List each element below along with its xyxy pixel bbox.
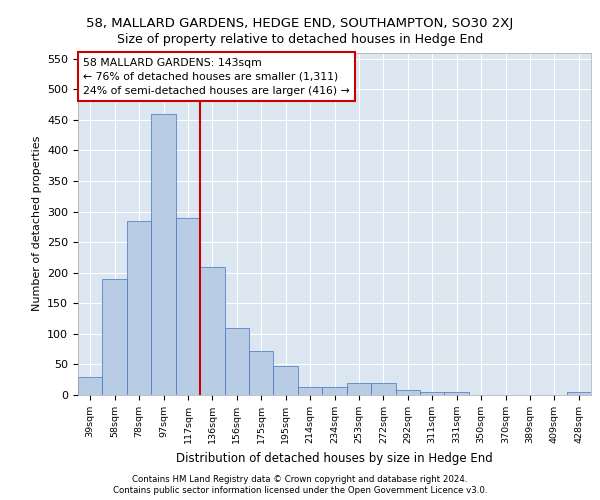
- Bar: [445, 392, 469, 395]
- Bar: [249, 351, 274, 395]
- Bar: [151, 114, 176, 395]
- Text: 58 MALLARD GARDENS: 143sqm
← 76% of detached houses are smaller (1,311)
24% of s: 58 MALLARD GARDENS: 143sqm ← 76% of deta…: [83, 58, 350, 96]
- Bar: [371, 383, 395, 395]
- Bar: [298, 387, 322, 395]
- Bar: [395, 390, 420, 395]
- Bar: [78, 376, 103, 395]
- Bar: [566, 392, 591, 395]
- Text: Contains HM Land Registry data © Crown copyright and database right 2024.: Contains HM Land Registry data © Crown c…: [132, 475, 468, 484]
- Text: Contains public sector information licensed under the Open Government Licence v3: Contains public sector information licen…: [113, 486, 487, 495]
- Bar: [420, 392, 445, 395]
- Text: 58, MALLARD GARDENS, HEDGE END, SOUTHAMPTON, SO30 2XJ: 58, MALLARD GARDENS, HEDGE END, SOUTHAMP…: [86, 18, 514, 30]
- Bar: [224, 328, 249, 395]
- Y-axis label: Number of detached properties: Number of detached properties: [32, 136, 41, 312]
- Bar: [347, 383, 371, 395]
- Bar: [176, 218, 200, 395]
- Bar: [274, 366, 298, 395]
- Bar: [200, 266, 224, 395]
- Bar: [127, 220, 151, 395]
- Bar: [322, 387, 347, 395]
- Bar: [103, 279, 127, 395]
- X-axis label: Distribution of detached houses by size in Hedge End: Distribution of detached houses by size …: [176, 452, 493, 464]
- Text: Size of property relative to detached houses in Hedge End: Size of property relative to detached ho…: [117, 32, 483, 46]
